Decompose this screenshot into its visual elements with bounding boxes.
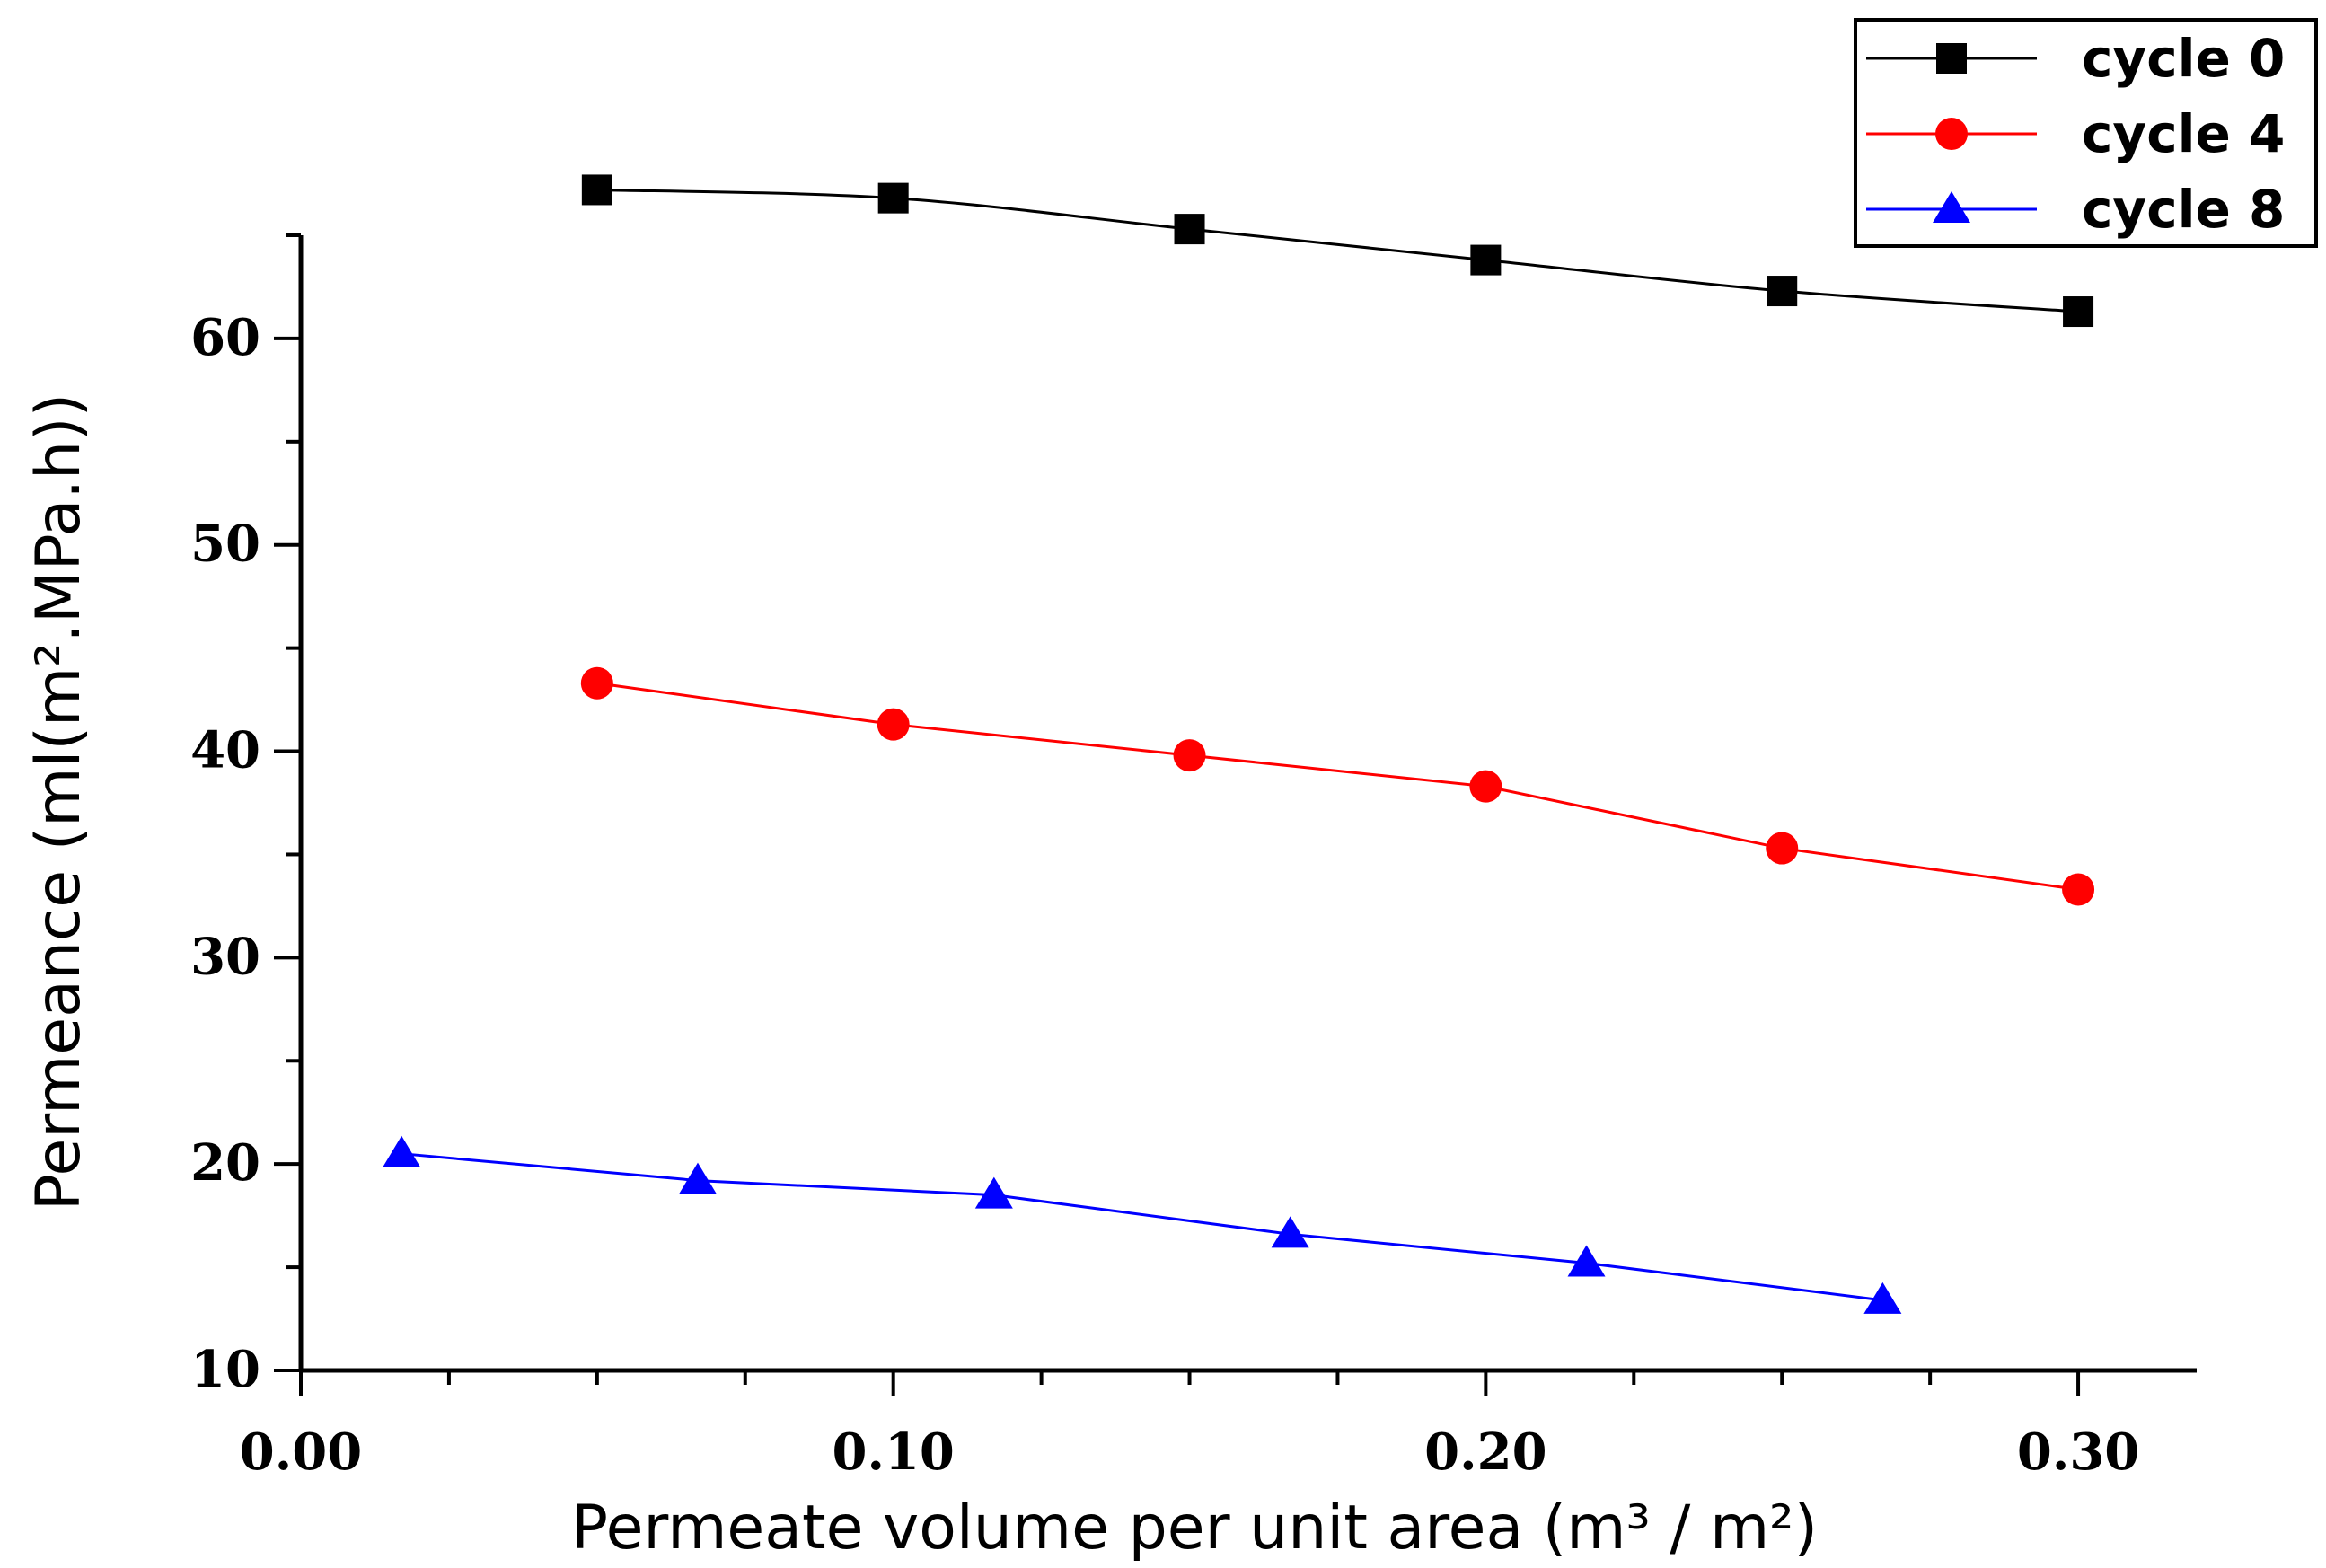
- data-point-square: [877, 182, 909, 214]
- series-line-triangle: [401, 1152, 1883, 1302]
- legend-label: cycle 8: [2082, 179, 2285, 240]
- legend-swatch-marker: [1935, 118, 1968, 150]
- y-axis-title: Permeance (ml(m².MPa.h)): [23, 393, 94, 1211]
- y-tick-label: 40: [190, 721, 260, 780]
- data-point-circle: [877, 708, 910, 741]
- data-point-circle: [580, 666, 613, 700]
- y-tick-label: 50: [190, 515, 260, 574]
- data-point-square: [1767, 276, 1798, 307]
- legend-label: cycle 0: [2082, 28, 2285, 89]
- data-point-square: [1470, 244, 1502, 276]
- y-tick-label: 20: [190, 1133, 260, 1193]
- x-tick-label: 0.30: [2017, 1423, 2139, 1482]
- x-tick-label: 0.20: [1424, 1423, 1546, 1482]
- y-tick-label: 10: [190, 1340, 260, 1399]
- x-tick-label: 0.00: [240, 1423, 362, 1482]
- series-line-circle: [596, 682, 2079, 892]
- legend-swatch-marker: [1933, 191, 1970, 223]
- x-axis-title: Permeate volume per unit area (m³ / m²): [571, 1493, 1818, 1564]
- x-tick-label: 0.10: [832, 1423, 954, 1482]
- data-point-circle: [1173, 739, 1206, 772]
- data-point-triangle: [1567, 1245, 1606, 1277]
- axes: 10 20 30 40 50 60 0.00 0.10 0.20 0.30: [190, 233, 2197, 1482]
- y-tick-label: 60: [190, 308, 260, 367]
- data-point-triangle: [383, 1135, 421, 1167]
- data-point-circle: [2062, 873, 2095, 906]
- plot-lines: [401, 188, 2079, 1302]
- data-point-square: [2063, 296, 2094, 328]
- data-point-triangle: [1863, 1282, 1902, 1314]
- data-point-square: [581, 174, 612, 206]
- data-point-triangle: [678, 1162, 717, 1194]
- legend: cycle 0 cycle 4 cycle 8: [1854, 18, 2318, 248]
- data-point-circle: [1469, 770, 1502, 803]
- data-point-circle: [1766, 832, 1799, 865]
- data-point-triangle: [974, 1176, 1013, 1209]
- data-point-triangle: [1271, 1216, 1309, 1248]
- legend-label: cycle 4: [2082, 103, 2285, 164]
- legend-swatch-marker: [1936, 43, 1967, 74]
- data-point-square: [1174, 214, 1205, 245]
- y-tick-label: 30: [190, 927, 260, 986]
- series-line-square: [596, 188, 2079, 313]
- data-markers: [383, 174, 2095, 1314]
